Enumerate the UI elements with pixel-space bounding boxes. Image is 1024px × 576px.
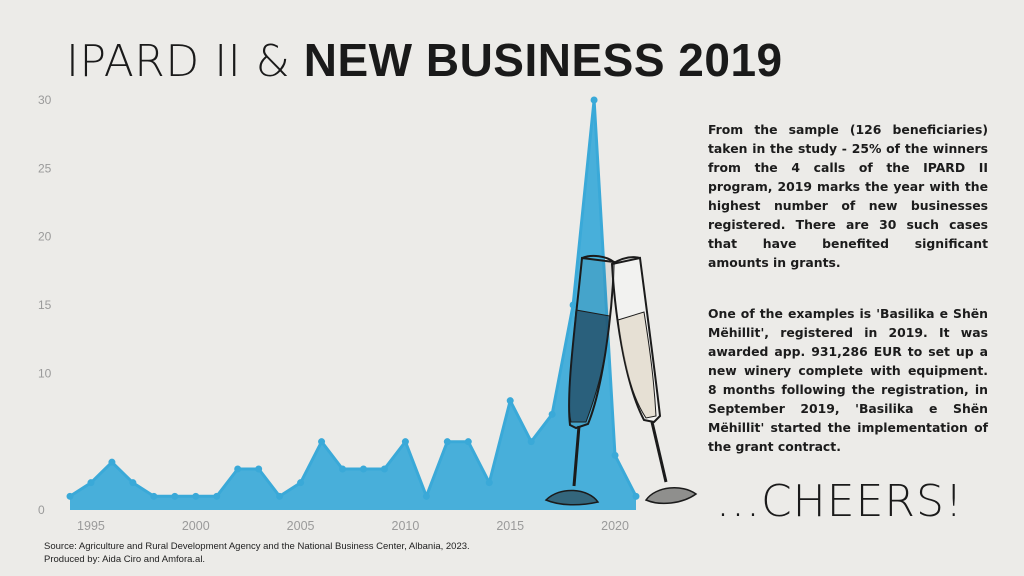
data-point [87, 479, 95, 487]
data-point [611, 451, 619, 459]
data-point [66, 492, 74, 500]
data-point [213, 492, 221, 500]
data-point [171, 492, 179, 500]
area-chart: 0 10 15 20 25 30 1995 2000 2005 2010 2015 2020 [38, 93, 640, 533]
data-point [318, 438, 326, 446]
source-line: Source: Agriculture and Rural Developmen… [44, 541, 470, 552]
data-point [632, 492, 640, 500]
x-tick-label: 2000 [182, 519, 210, 533]
data-point [485, 479, 493, 487]
data-point [359, 465, 367, 473]
data-point [276, 492, 284, 500]
title-bold: NEW BUSINESS 2019 [303, 34, 783, 86]
data-point [506, 397, 514, 405]
x-tick-label: 2010 [392, 519, 420, 533]
data-point [401, 438, 409, 446]
data-point [297, 479, 305, 487]
data-point [443, 438, 451, 446]
data-point [380, 465, 388, 473]
data-point [569, 301, 577, 309]
data-point [590, 96, 598, 104]
data-point [548, 410, 556, 418]
champagne-glasses-illustration [544, 254, 698, 506]
title-light: IPARD II & [66, 36, 291, 87]
y-tick-label: 25 [38, 161, 52, 175]
data-point [192, 492, 200, 500]
x-tick-label: 2005 [287, 519, 315, 533]
series-area [70, 100, 636, 510]
data-point [527, 438, 535, 446]
data-point [150, 492, 158, 500]
x-tick-label: 2015 [496, 519, 524, 533]
data-point [255, 465, 263, 473]
cheers-text: ...CHEERS! [716, 476, 964, 527]
x-axis-ticks: 1995 2000 2005 2010 2015 2020 [77, 519, 629, 533]
credits-line: Produced by: Aida Ciro and Amfora.al. [44, 554, 206, 565]
data-point [464, 438, 472, 446]
description-paragraph-1: From the sample (126 beneficiaries) take… [708, 122, 988, 270]
y-tick-label: 30 [38, 93, 52, 107]
y-tick-label: 20 [38, 230, 52, 244]
data-point [339, 465, 347, 473]
y-tick-label: 10 [38, 366, 52, 380]
y-tick-label: 15 [38, 298, 52, 312]
x-tick-label: 2020 [601, 519, 629, 533]
data-point [129, 479, 137, 487]
x-tick-label: 1995 [77, 519, 105, 533]
series-line [69, 98, 638, 498]
data-point [234, 465, 242, 473]
page-title: IPARD II & NEW BUSINESS 2019 [66, 32, 783, 90]
left-champagne-glass [544, 254, 616, 506]
description-paragraph-2: One of the examples is 'Basilika e Shën … [708, 306, 988, 454]
data-point [422, 492, 430, 500]
series-points [66, 96, 640, 500]
y-axis-ticks: 0 10 15 20 25 30 [38, 93, 52, 517]
y-tick-label: 0 [38, 503, 45, 517]
data-point [108, 458, 116, 466]
right-champagne-glass [610, 256, 698, 505]
source-note: Source: Agriculture and Rural Developmen… [44, 540, 644, 566]
